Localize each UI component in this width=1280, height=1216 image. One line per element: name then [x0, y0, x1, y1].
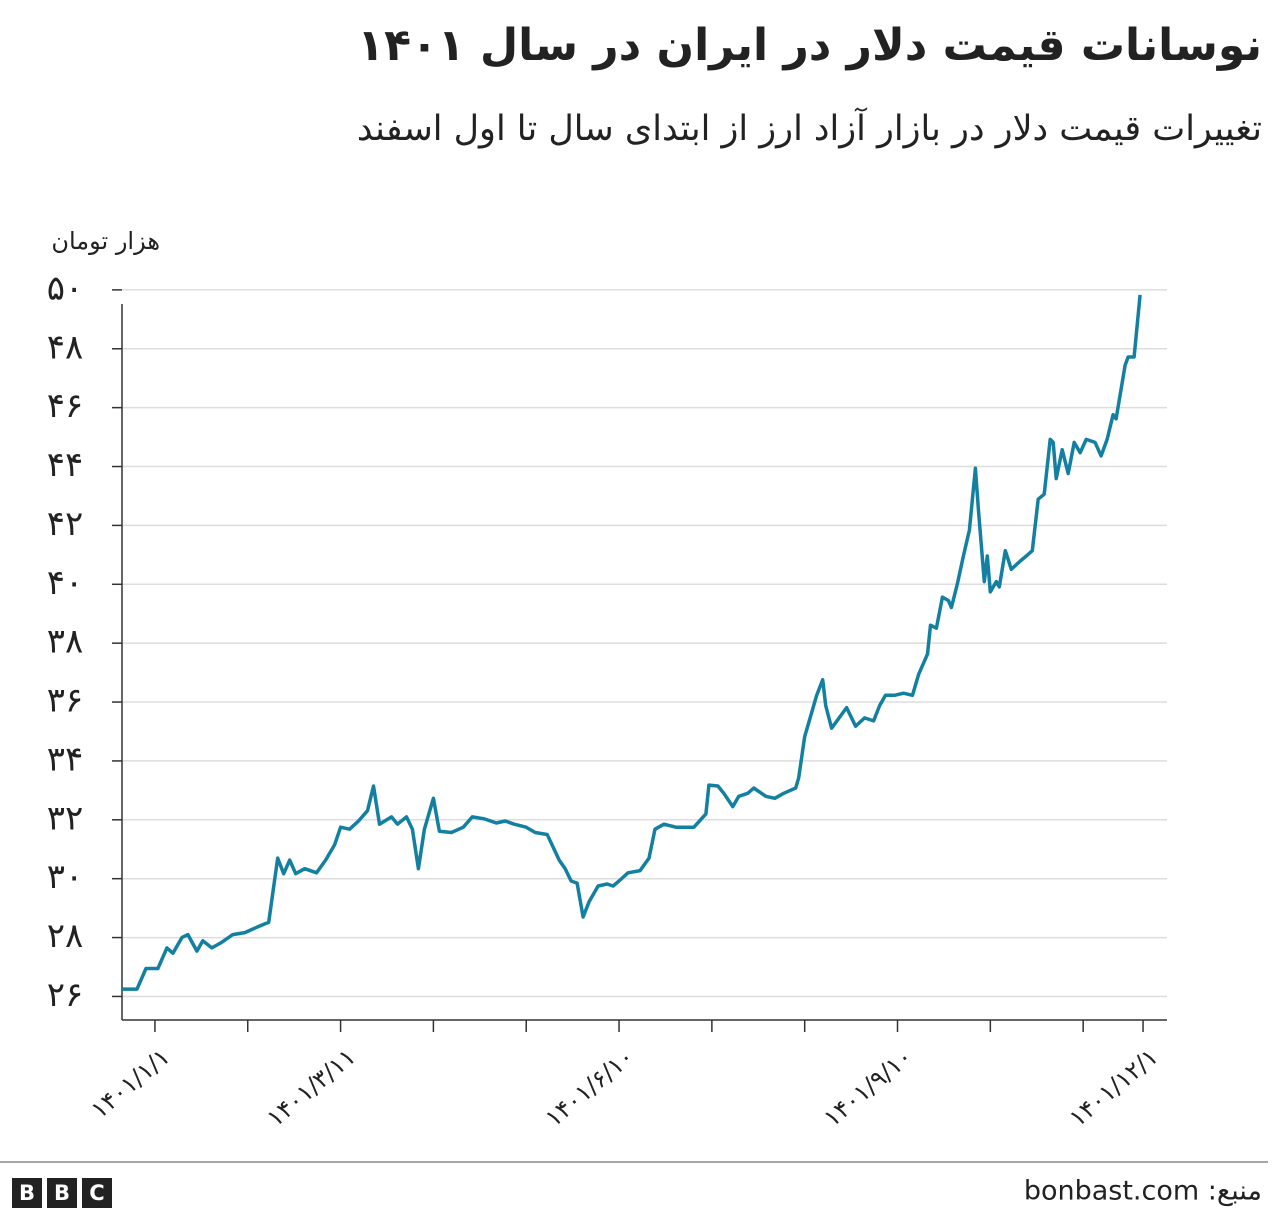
y-tick-label: ۲۶	[47, 975, 84, 1015]
y-tick-label: ۴۸	[47, 327, 84, 367]
y-axis-label: هزار تومان	[51, 227, 160, 255]
y-tick-label: ۴۶	[47, 386, 84, 426]
y-tick-label: ۳۶	[47, 681, 84, 721]
x-tick-label: ۱۴۰۱/۳/۱۱	[261, 1043, 361, 1133]
y-tick-label: ۲۸	[47, 916, 84, 956]
x-tick-label: ۱۴۰۱/۹/۱۰	[818, 1043, 918, 1133]
y-tick-label: ۳۲	[47, 798, 84, 838]
price-line	[122, 294, 1142, 991]
x-tick-label: ۱۴۰۱/۱۲/۱	[1064, 1043, 1164, 1133]
logo-letter: C	[89, 1181, 104, 1205]
y-tick-label: ۵۰	[47, 268, 84, 308]
y-tick-label: ۴۰	[47, 563, 84, 603]
logo-letter: B	[19, 1181, 35, 1205]
logo-box	[12, 1178, 42, 1208]
y-tick-label: ۳۸	[47, 622, 84, 662]
x-tick-label: ۱۴۰۱/۶/۱۰	[540, 1043, 640, 1133]
logo-letter: B	[54, 1181, 70, 1205]
chart-title: نوسانات قیمت دلار در ایران در سال ۱۴۰۱	[357, 20, 1262, 71]
logo: B B C	[12, 1178, 112, 1208]
y-tick-label: ۳۴	[47, 739, 84, 779]
y-tick-label: ۴۲	[47, 504, 84, 544]
logo-box	[47, 1178, 77, 1208]
source: منبع: bonbast.com	[1024, 1176, 1262, 1207]
y-tick-label: ۳۰	[47, 857, 84, 897]
chart-subtitle: تغییرات قیمت دلار در بازار آزاد ارز از ا…	[357, 106, 1262, 149]
y-tick-label: ۴۴	[47, 445, 84, 485]
logo-box	[82, 1178, 112, 1208]
x-tick-label: ۱۴۰۱/۱/۱	[86, 1043, 176, 1125]
